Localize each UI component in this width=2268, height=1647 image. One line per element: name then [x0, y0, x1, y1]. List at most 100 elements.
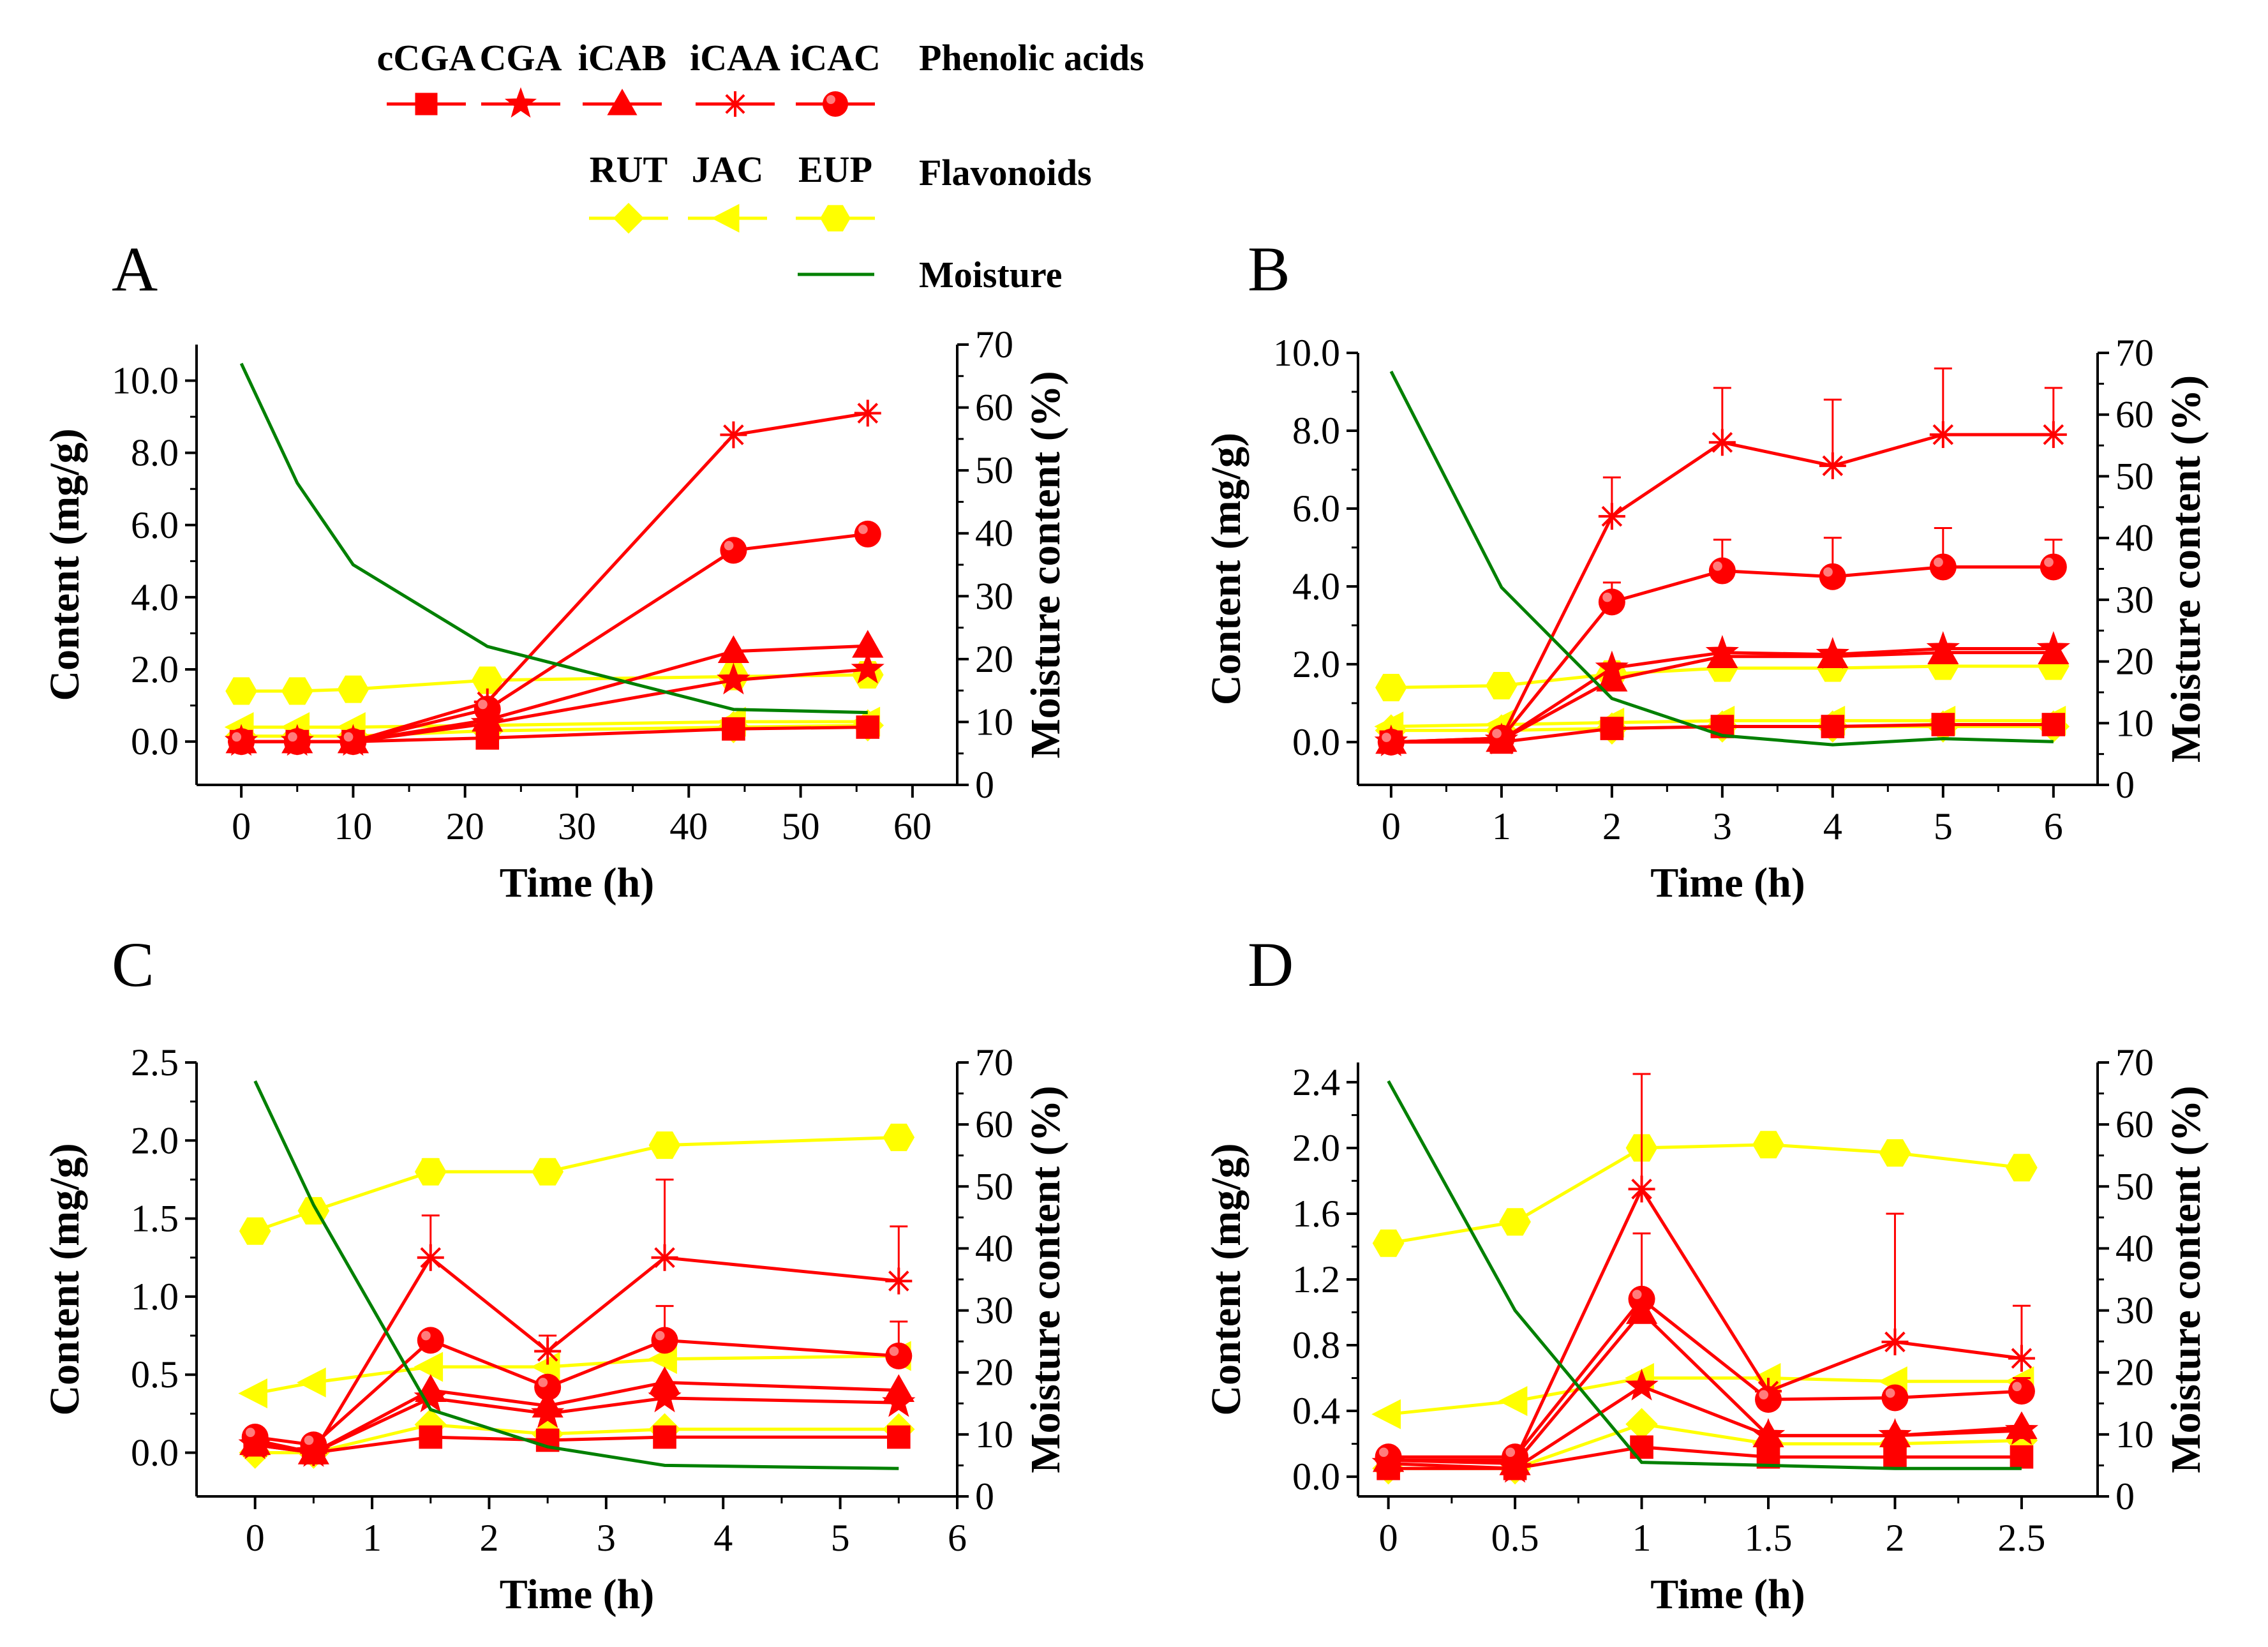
y2-tick-label: 0 [975, 764, 994, 806]
y2-axis-title: Moisture content (%) [1022, 371, 1069, 758]
y2-tick-label: 60 [2115, 394, 2154, 436]
point-icac-highlight [421, 1330, 431, 1341]
point-icac [1819, 563, 1846, 590]
series-eup [225, 661, 884, 705]
y2-axis-title: Moisture content (%) [1022, 1085, 1069, 1473]
moisture-line [1389, 370, 2054, 747]
y2-tick-label: 50 [975, 1165, 1013, 1207]
point-jac [1498, 1386, 1528, 1417]
series-icaa [1375, 1073, 2035, 1474]
x-tick-label: 5 [1934, 805, 1953, 847]
point-eup [883, 1123, 915, 1151]
series-line-icaa [241, 412, 869, 743]
point-icaa-stroke [2011, 1348, 2033, 1369]
point-icac-disc [651, 1327, 678, 1354]
point-icaa [534, 1338, 562, 1365]
point-icac [241, 1424, 269, 1451]
series-line-jac [1388, 1376, 2022, 1416]
y2-tick-label: 60 [2115, 1103, 2154, 1145]
point-icab [1817, 640, 1849, 668]
legend-marker-eup [820, 205, 851, 232]
point-icac-highlight [1632, 1290, 1642, 1299]
legend-label-eup: EUP [798, 149, 872, 190]
x-tick-label: 30 [558, 805, 596, 847]
series-icab [1373, 1296, 2038, 1475]
x-tick-label: 1 [1632, 1517, 1652, 1559]
point-icac-highlight [655, 1330, 665, 1341]
legend-label-moisture: Moisture [919, 254, 1062, 295]
y-axis-title: Content (mg/g) [1203, 433, 1250, 705]
y-tick-label: 1.0 [131, 1276, 179, 1318]
y-tick-label: 2.5 [131, 1041, 179, 1084]
series-line-icaa [255, 1255, 899, 1455]
panel-letter: D [1248, 929, 1294, 1000]
series-line-icab [1388, 1309, 2022, 1466]
point-icac [651, 1327, 678, 1354]
point-icac-disc [2008, 1378, 2035, 1405]
y-tick-label: 10.0 [1273, 332, 1340, 374]
point-icac [1377, 728, 1405, 756]
x-tick-label: 0 [1382, 805, 1401, 847]
y2-tick-label: 10 [2115, 702, 2154, 744]
y2-tick-label: 30 [975, 575, 1013, 617]
point-ccga [2010, 1445, 2034, 1469]
point-icac [228, 728, 255, 756]
point-icaa-stroke [420, 1247, 442, 1269]
point-icac-highlight [1378, 1447, 1389, 1457]
legend-label-rut: RUT [590, 149, 668, 190]
point-icac [1502, 1443, 1529, 1471]
series-rut [1372, 1408, 2038, 1485]
legend-label-cga: CGA [480, 37, 562, 78]
x-axis-title: Time (h) [500, 1571, 655, 1618]
point-eup [1752, 1131, 1784, 1159]
point-eup [2006, 1154, 2038, 1182]
series-rut [225, 709, 884, 752]
series-eup [1372, 1131, 2038, 1257]
y2-tick-label: 0 [2115, 1475, 2135, 1517]
point-icaa-stroke [888, 1271, 909, 1292]
y2-tick-label: 70 [975, 1041, 1013, 1084]
point-ccga [1600, 717, 1624, 740]
point-icac-highlight [2044, 557, 2054, 567]
y-tick-label: 1.2 [1292, 1258, 1340, 1300]
point-icac-disc [1819, 563, 1846, 590]
point-icac [417, 1327, 444, 1354]
x-tick-label: 3 [1713, 805, 1732, 847]
point-icaa-stroke [857, 403, 879, 424]
point-icac-highlight [1505, 1447, 1516, 1457]
point-icac [283, 728, 311, 756]
point-icaa [2040, 421, 2067, 449]
y-tick-label: 1.6 [1292, 1193, 1340, 1235]
moisture-line [253, 1080, 899, 1470]
legend-label-icab: iCAB [578, 37, 667, 78]
y2-tick-label: 20 [2115, 641, 2154, 683]
point-icab [2038, 636, 2070, 664]
point-icac-highlight [288, 732, 297, 742]
point-ccga [419, 1425, 443, 1449]
point-eup [648, 1131, 681, 1159]
point-icac [720, 537, 747, 564]
moisture-line [1387, 1080, 2022, 1470]
series-icac [1375, 1232, 2035, 1471]
point-icac-disc [339, 728, 367, 756]
series-icac [241, 1305, 913, 1459]
point-eup [1372, 1229, 1405, 1257]
point-cga [851, 652, 884, 684]
y2-tick-label: 30 [975, 1290, 1013, 1332]
point-icac-highlight [2012, 1382, 2022, 1392]
panels: A0 10 20 30 40 50 600.02.04.06.08.010.00102030… [41, 234, 2209, 1618]
point-icac-disc [228, 728, 255, 756]
point-cga [717, 662, 750, 695]
legend-marker-cga [504, 87, 537, 118]
y2-tick-label: 20 [2115, 1352, 2154, 1394]
point-icac-highlight [343, 732, 354, 742]
y-axis-title: Content (mg/g) [41, 428, 88, 701]
point-icac [2008, 1378, 2035, 1405]
x-tick-label: 0 [232, 805, 251, 847]
point-icab [1879, 1419, 1911, 1447]
point-icac-disc [1628, 1285, 1655, 1313]
y2-tick-label: 70 [2115, 1041, 2154, 1084]
x-tick-label: 1 [1492, 805, 1511, 847]
legend-marker-rut [613, 202, 645, 234]
point-eup [1879, 1139, 1911, 1167]
